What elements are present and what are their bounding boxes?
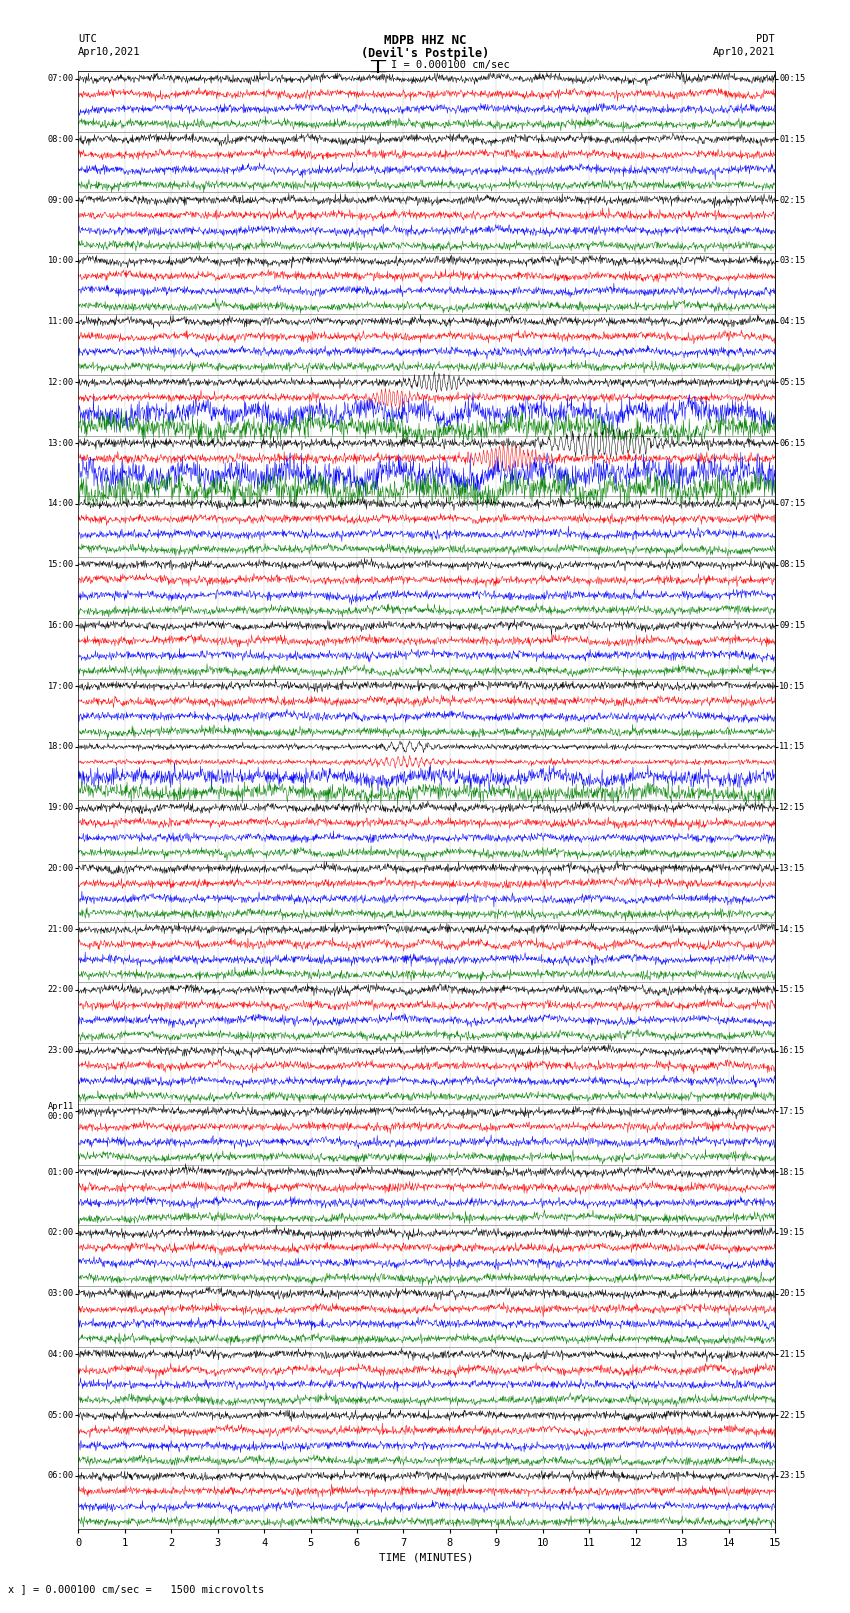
Text: PDT: PDT — [756, 34, 775, 44]
Text: Apr10,2021: Apr10,2021 — [78, 47, 141, 56]
Text: (Devil's Postpile): (Devil's Postpile) — [361, 47, 489, 60]
Text: MDPB HHZ NC: MDPB HHZ NC — [383, 34, 467, 47]
X-axis label: TIME (MINUTES): TIME (MINUTES) — [379, 1552, 474, 1563]
Text: UTC: UTC — [78, 34, 97, 44]
Text: Apr10,2021: Apr10,2021 — [712, 47, 775, 56]
Text: I = 0.000100 cm/sec: I = 0.000100 cm/sec — [391, 60, 510, 69]
Text: x ] = 0.000100 cm/sec =   1500 microvolts: x ] = 0.000100 cm/sec = 1500 microvolts — [8, 1584, 264, 1594]
